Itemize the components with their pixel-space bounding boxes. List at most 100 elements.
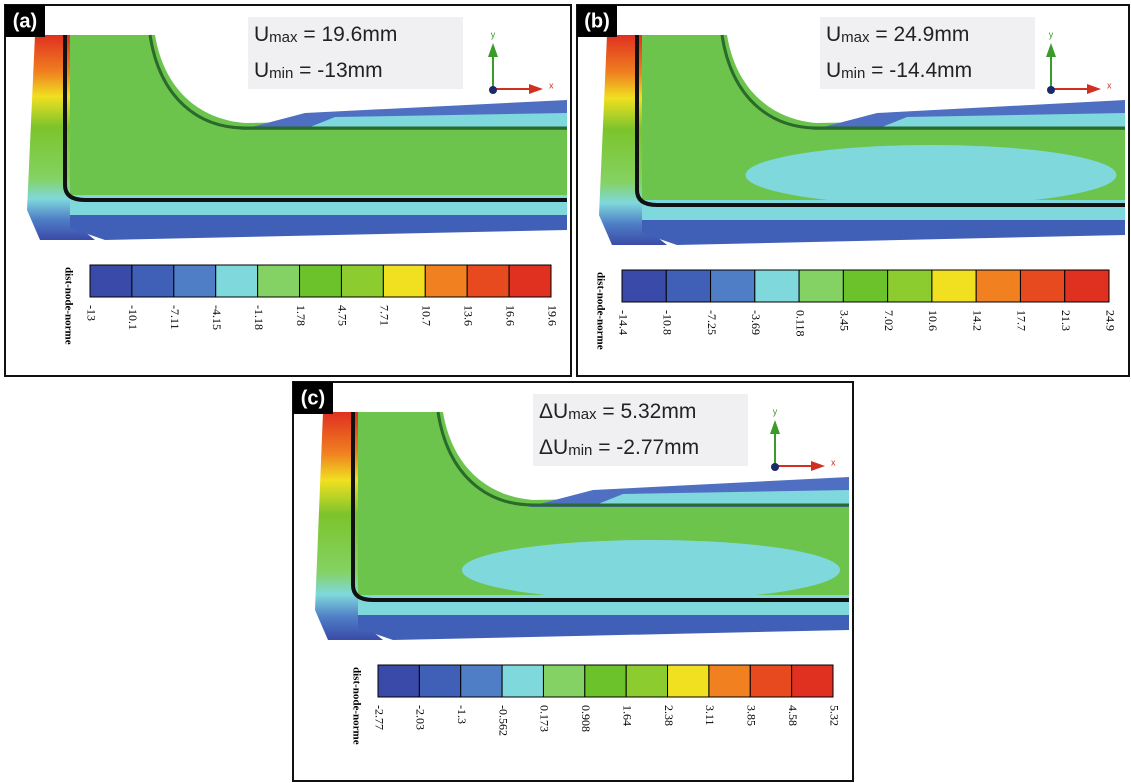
colorbar-cell xyxy=(975,269,1021,303)
edge-line xyxy=(351,412,849,602)
colorbar-cell xyxy=(215,264,259,298)
u-symbol: ΔU xyxy=(539,400,568,423)
colorbar-cell xyxy=(340,264,384,298)
axis-y-head xyxy=(770,420,780,434)
colorbar-tick: 21.3 xyxy=(1059,310,1073,331)
axis-origin xyxy=(489,86,497,94)
colorbar-tick: 10.7 xyxy=(420,305,434,326)
colorbar-cell xyxy=(131,264,175,298)
colorbar-tick: -2.77 xyxy=(372,705,386,730)
u-value: = -2.77mm xyxy=(592,436,699,459)
u-symbol: U xyxy=(254,59,269,82)
colorbar-tick: 4.58 xyxy=(786,705,800,726)
colorbar-cell xyxy=(798,269,844,303)
colorbar-tick: 2.38 xyxy=(662,705,676,726)
colorbar-tick: -1.18 xyxy=(252,305,266,330)
colorbar-tick: -7.11 xyxy=(168,305,182,330)
colorbar-tick: -13 xyxy=(84,305,98,321)
colorbar-tick: 5.32 xyxy=(827,705,841,726)
value-box xyxy=(820,17,1035,89)
u-value: = -13mm xyxy=(293,59,382,82)
u-value: = 5.32mm xyxy=(597,400,697,423)
colorbar-tick: 3.45 xyxy=(838,310,852,331)
colorbar-cell xyxy=(89,264,133,298)
colorbar-cell xyxy=(466,264,510,298)
colorbar-tick: 7.71 xyxy=(378,305,392,326)
u-sub: max xyxy=(269,29,298,46)
colorbar-cell xyxy=(584,664,627,698)
colorbar-tick: 14.2 xyxy=(970,310,984,331)
contour-base xyxy=(315,412,383,640)
colorbar-cell xyxy=(542,664,586,698)
legend-title: dist-node-norme xyxy=(350,667,362,745)
colorbar-tick: -2.03 xyxy=(414,705,428,730)
colorbar-cell xyxy=(625,664,669,698)
colorbar-tick: 24.9 xyxy=(1103,310,1117,331)
u-sub: max xyxy=(841,29,870,46)
axis-origin xyxy=(1047,86,1055,94)
colorbar-cell xyxy=(1019,269,1066,303)
u-symbol: U xyxy=(826,23,841,46)
axis-y-label: y xyxy=(491,29,496,39)
label-box xyxy=(293,382,333,414)
axis-y-head xyxy=(1046,43,1056,57)
colorbar-tick: -7.25 xyxy=(705,310,719,335)
legend-title: dist-node-norme xyxy=(594,272,606,350)
value-box xyxy=(248,17,463,89)
colorbar-cell xyxy=(424,264,468,298)
colorbar-tick: -14.4 xyxy=(616,310,630,335)
axis-x-label: x xyxy=(549,80,554,90)
contour-top2 xyxy=(305,113,567,129)
colorbar-tick: 0.908 xyxy=(579,705,593,732)
colorbar-cell xyxy=(887,269,933,303)
colorbar-cell xyxy=(931,269,977,303)
u-value: = -14.4mm xyxy=(865,59,972,82)
colorbar-cell xyxy=(377,664,420,698)
u-value: = 19.6mm xyxy=(298,23,398,46)
edge-line xyxy=(635,35,1125,207)
fillet-line xyxy=(436,411,849,507)
contour-base xyxy=(599,35,667,245)
colorbar-tick: 3.11 xyxy=(703,705,717,726)
contour-top2 xyxy=(877,113,1125,129)
edge-line xyxy=(63,35,567,202)
u-symbol: U xyxy=(254,23,269,46)
colorbar-tick: 13.6 xyxy=(461,305,475,326)
u-text: Umin = -13mm xyxy=(254,59,383,82)
colorbar-tick: -10.1 xyxy=(126,305,140,330)
u-sub: min xyxy=(568,442,592,459)
colorbar-tick: 1.64 xyxy=(620,705,634,726)
axis-x-label: x xyxy=(1107,80,1112,90)
colorbar-tick: 10.6 xyxy=(926,310,940,331)
u-text: ΔUmax = 5.32mm xyxy=(539,400,696,423)
colorbar-tick: -0.562 xyxy=(496,705,510,736)
colorbar-tick: -10.8 xyxy=(661,310,675,335)
colorbar-tick: 0.173 xyxy=(538,705,552,732)
u-symbol: ΔU xyxy=(539,436,568,459)
axis-x-label: x xyxy=(831,457,836,467)
contour-lower xyxy=(642,220,1125,245)
colorbar-cell xyxy=(460,664,503,698)
colorbar-tick: 19.6 xyxy=(545,305,559,326)
u-text: Umax = 19.6mm xyxy=(254,23,397,46)
colorbar-cell xyxy=(382,264,426,298)
axis-x-head xyxy=(811,461,825,471)
colorbar-tick: 4.75 xyxy=(336,305,350,326)
axis-y-label: y xyxy=(773,406,778,416)
u-text: Umin = -14.4mm xyxy=(826,59,972,82)
colorbar-cell xyxy=(665,269,712,303)
axis-origin xyxy=(771,463,779,471)
colorbar-cell xyxy=(257,264,301,298)
colorbar-cell xyxy=(418,664,462,698)
colorbar-cell xyxy=(621,269,667,303)
u-symbol: U xyxy=(826,59,841,82)
axis-x-head xyxy=(529,84,543,94)
colorbar-cell xyxy=(708,664,751,698)
value-box xyxy=(533,394,748,466)
colorbar-cell xyxy=(501,664,544,698)
axis-y-head xyxy=(488,43,498,57)
colorbar-cell xyxy=(299,264,342,298)
